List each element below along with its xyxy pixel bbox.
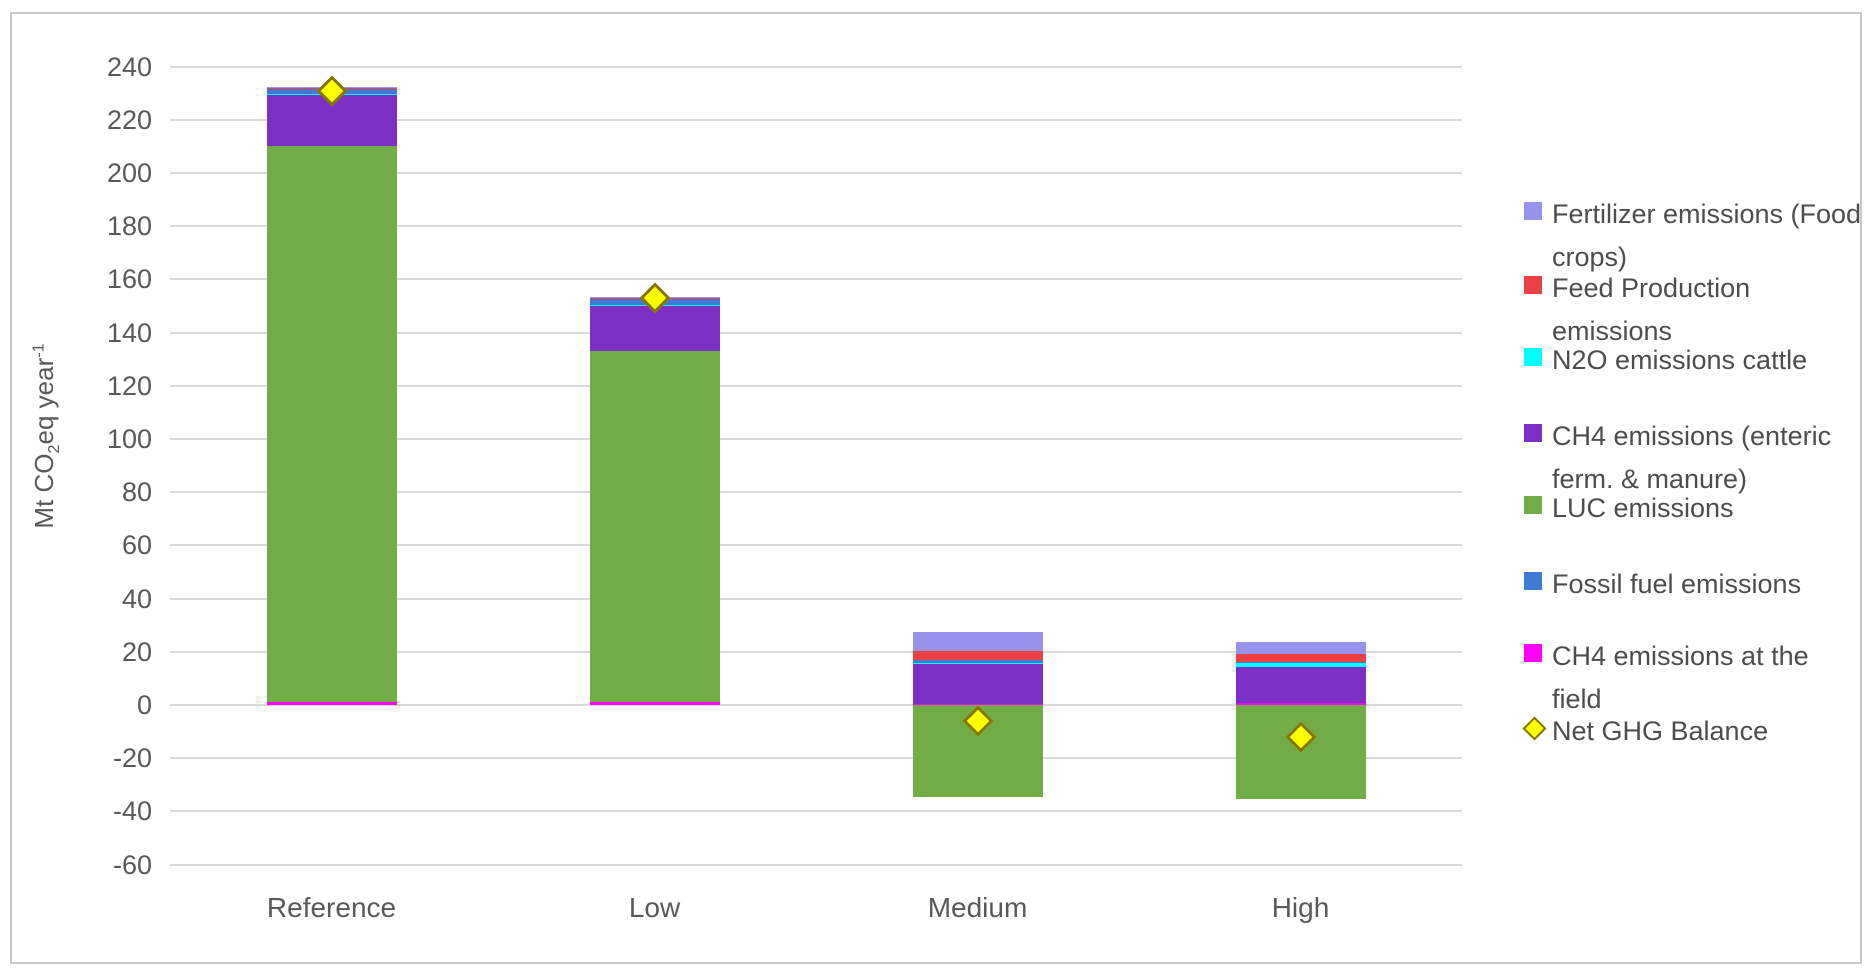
gridline [170, 810, 1462, 813]
bar-segment-luc-emissions [589, 351, 720, 703]
gridline [170, 491, 1462, 494]
x-category-label: Reference [266, 892, 397, 923]
y-tick-label: 220 [106, 104, 152, 135]
legend-item-label: Fertilizer emissions (Food crops) [1552, 199, 1862, 272]
gridline [170, 863, 1462, 866]
bar-segment-ch4-emissions-at-the-field [266, 702, 397, 705]
chart-border [10, 12, 1862, 964]
legend-color-swatch-icon [1524, 202, 1542, 220]
bar-segment-fertilizer-emissions-food-crops [912, 631, 1043, 651]
bar-segment-ch4-emissions-enteric-ferm-manure [1235, 667, 1366, 704]
gridline [170, 278, 1462, 281]
bar-segment-feed-production-emissions [912, 650, 1043, 660]
y-tick-label: 140 [106, 317, 152, 348]
y-tick-label: -20 [112, 743, 152, 774]
legend-color-swatch-icon [1524, 496, 1542, 514]
gridline [170, 65, 1462, 68]
legend-item-label: Fossil fuel emissions [1552, 569, 1802, 599]
y-tick-label: -60 [112, 849, 152, 880]
legend-item-label: CH4 emissions (enteric ferm. & manure) [1552, 421, 1832, 494]
bar-segment-ch4-emissions-at-the-field [1235, 703, 1366, 705]
y-tick-label: 100 [106, 424, 152, 454]
x-category-label: Medium [927, 892, 1028, 923]
y-tick-label: 80 [121, 477, 152, 508]
bar-segment-fossil-fuel-emissions [1235, 661, 1366, 663]
legend-color-swatch-icon [1524, 348, 1542, 366]
y-tick-label: 200 [106, 158, 152, 188]
y-tick-label: 120 [106, 370, 152, 401]
y-tick-label: -40 [112, 796, 152, 827]
y-tick-label: 20 [121, 636, 152, 667]
legend-color-swatch-icon [1524, 424, 1542, 442]
legend-item-label: Net GHG Balance [1552, 716, 1769, 746]
gridline [170, 597, 1462, 600]
legend-color-swatch-icon [1524, 276, 1542, 294]
legend-color-swatch-icon [1524, 644, 1542, 662]
bar-segment-ch4-emissions-at-the-field [589, 702, 720, 705]
bar-segment-ch4-emissions-enteric-ferm-manure [912, 663, 1043, 704]
gridline [170, 225, 1462, 228]
bar-segment-n2o-emissions-cattle [912, 662, 1043, 664]
legend-item-label: CH4 emissions at the field [1552, 641, 1809, 714]
y-tick-label: 160 [106, 264, 152, 295]
bar-segment-ch4-emissions-at-the-field [912, 703, 1043, 705]
legend-item-label: Feed Production emissions [1552, 273, 1751, 346]
legend-item-label: LUC emissions [1552, 493, 1734, 523]
y-tick-label: 240 [106, 51, 152, 82]
gridline [170, 757, 1462, 760]
bar-segment-n2o-emissions-cattle [1235, 662, 1366, 668]
y-tick-label: 60 [121, 530, 152, 561]
gridline [170, 438, 1462, 440]
x-category-label: Low [628, 892, 681, 923]
gridline [170, 172, 1462, 174]
legend-color-swatch-icon [1524, 572, 1542, 590]
y-tick-label: 0 [136, 690, 152, 720]
bar-segment-fossil-fuel-emissions [912, 659, 1043, 663]
gridline [170, 704, 1462, 706]
y-tick-label: 40 [121, 583, 152, 614]
gridline [170, 384, 1462, 387]
gridline [170, 331, 1462, 334]
x-category-label: High [1271, 892, 1330, 923]
gridline [170, 118, 1462, 121]
gridline [170, 544, 1462, 547]
y-tick-label: 180 [106, 211, 152, 242]
bar-segment-fertilizer-emissions-food-crops [1235, 642, 1366, 655]
legend-item-label: N2O emissions cattle [1552, 345, 1808, 375]
gridline [170, 650, 1462, 653]
bar-segment-feed-production-emissions [1235, 654, 1366, 662]
bar-segment-luc-emissions [266, 146, 397, 703]
